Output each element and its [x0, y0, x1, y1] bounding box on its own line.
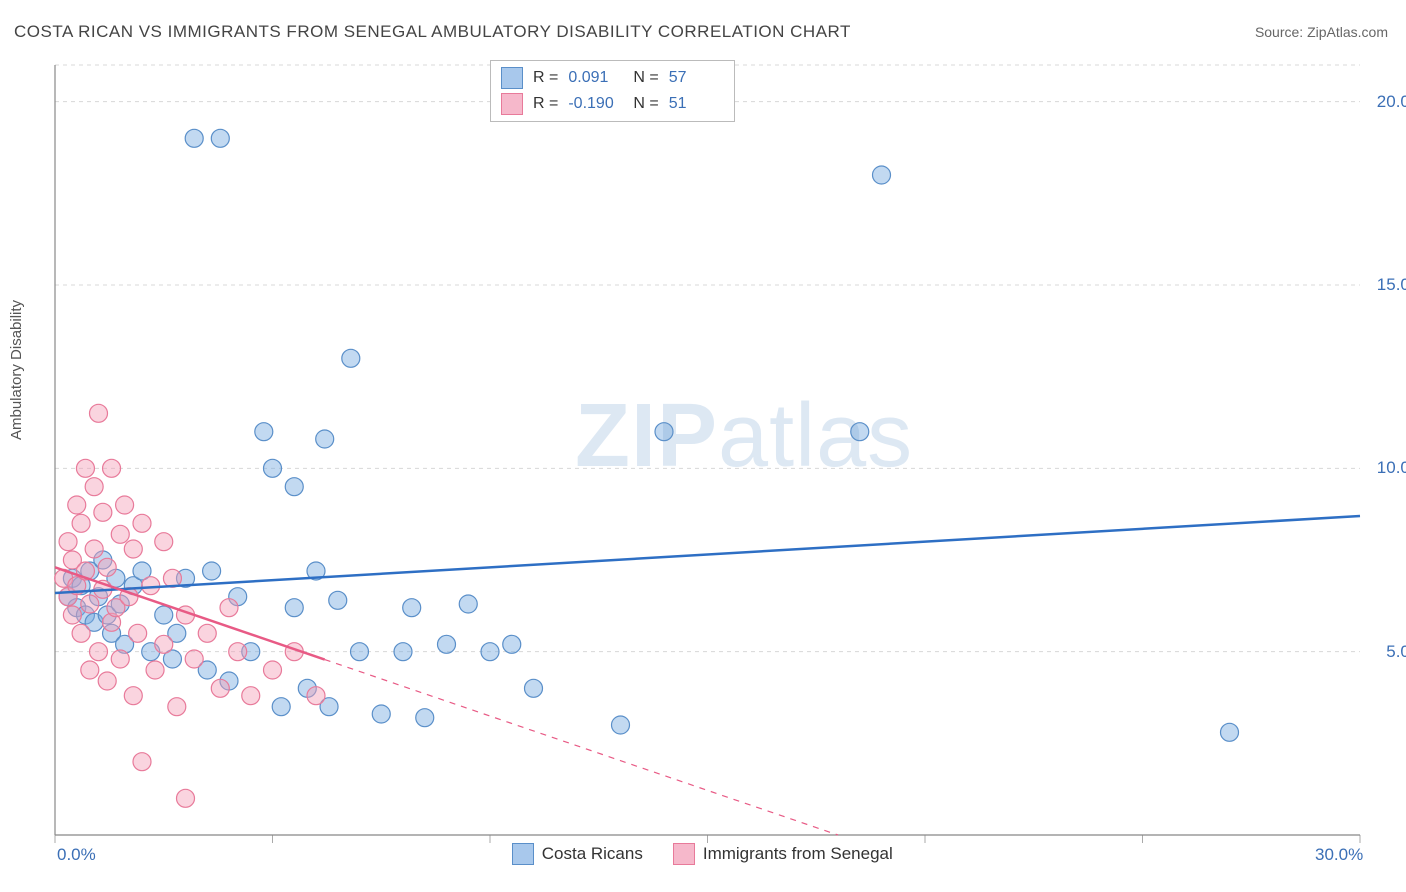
n-value: 51	[669, 95, 724, 113]
chart-area	[50, 60, 1385, 860]
legend-item: Costa Ricans	[512, 843, 643, 865]
n-label: N =	[633, 69, 658, 87]
legend-item: Immigrants from Senegal	[673, 843, 893, 865]
r-label: R =	[533, 69, 558, 87]
legend-stat-row: R = -0.190 N = 51	[501, 91, 724, 117]
y-tick-label: 5.0%	[1365, 642, 1406, 662]
y-tick-label: 15.0%	[1365, 275, 1406, 295]
correlation-legend: R = 0.091 N = 57 R = -0.190 N = 51	[490, 60, 735, 122]
y-tick-label: 20.0%	[1365, 92, 1406, 112]
scatter-chart-svg	[50, 60, 1385, 860]
series-legend: Costa Ricans Immigrants from Senegal	[512, 843, 893, 865]
legend-swatch	[501, 93, 523, 115]
legend-stat-row: R = 0.091 N = 57	[501, 65, 724, 91]
legend-swatch	[501, 67, 523, 89]
source-attribution: Source: ZipAtlas.com	[1255, 24, 1388, 40]
x-tick-label: 30.0%	[1315, 845, 1363, 865]
x-tick-label: 0.0%	[57, 845, 96, 865]
legend-swatch	[512, 843, 534, 865]
legend-label: Immigrants from Senegal	[703, 844, 893, 864]
chart-title: COSTA RICAN VS IMMIGRANTS FROM SENEGAL A…	[14, 22, 851, 42]
n-value: 57	[669, 69, 724, 87]
legend-label: Costa Ricans	[542, 844, 643, 864]
legend-swatch	[673, 843, 695, 865]
r-label: R =	[533, 95, 558, 113]
r-value: -0.190	[568, 95, 623, 113]
n-label: N =	[633, 95, 658, 113]
r-value: 0.091	[568, 69, 623, 87]
y-tick-label: 10.0%	[1365, 458, 1406, 478]
y-axis-label: Ambulatory Disability	[8, 300, 25, 440]
